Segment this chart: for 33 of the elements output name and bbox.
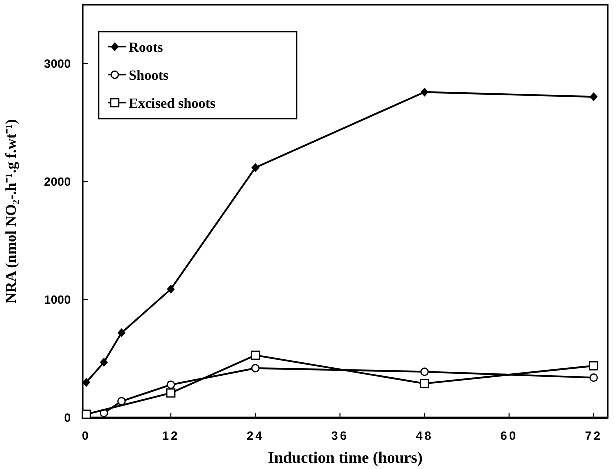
point (167, 284, 176, 294)
y-tick-label: 1000 (44, 293, 72, 307)
legend-label: Roots (129, 41, 164, 56)
point (420, 379, 430, 388)
point (166, 380, 176, 390)
point (589, 361, 599, 371)
point (590, 374, 598, 382)
point (420, 368, 429, 376)
point (252, 163, 260, 172)
y-axis-title: NRA (nmol NO₂-.h⁻¹.g f.wt⁻¹) (4, 119, 20, 304)
x-tick-label: 12 (162, 429, 180, 443)
point (590, 92, 598, 102)
point (100, 358, 108, 368)
point (166, 388, 176, 398)
point (118, 328, 126, 338)
point (82, 378, 91, 388)
x-tick-label: 60 (500, 429, 518, 443)
y-tick-label: 2000 (44, 175, 72, 189)
x-tick-label: 72 (585, 429, 603, 443)
point (420, 88, 429, 97)
y-tick-label: 0 (64, 411, 72, 425)
x-tick-label: 0 (82, 429, 91, 443)
x-tick-label: 24 (246, 429, 264, 443)
legend-label: Excised shoots (129, 97, 216, 112)
point (118, 397, 126, 406)
x-tick-label: 48 (416, 429, 434, 443)
point (82, 410, 92, 420)
point (251, 350, 260, 360)
point (251, 364, 260, 373)
y-tick-label: 3000 (44, 57, 72, 71)
x-tick-label: 36 (332, 429, 349, 443)
legend-label: Shoots (129, 69, 170, 84)
x-axis-title: Induction time (hours) (268, 450, 423, 467)
